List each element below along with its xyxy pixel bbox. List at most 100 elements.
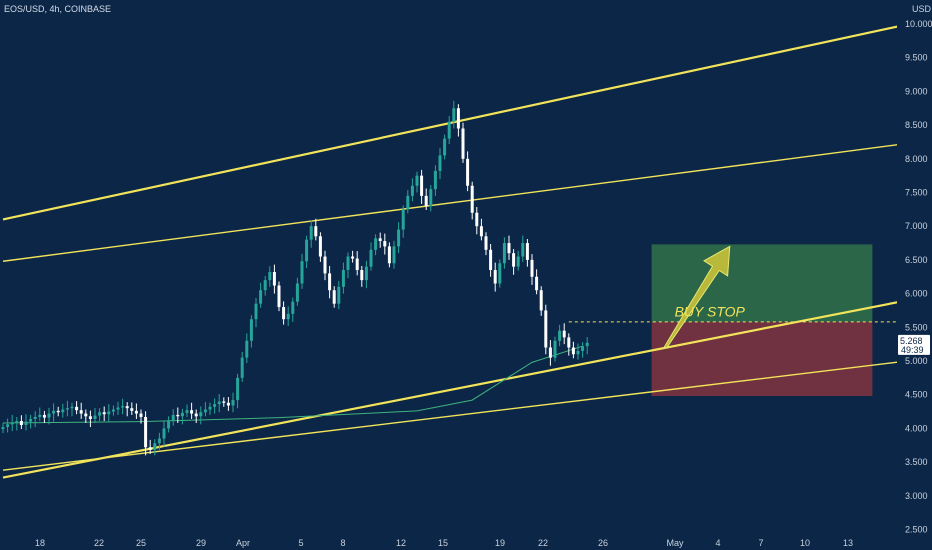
candle-body	[148, 447, 152, 450]
candles-layer	[1, 100, 589, 456]
candle-body	[493, 270, 497, 284]
candle-body	[208, 406, 212, 410]
candle-body	[6, 424, 10, 428]
candle-body	[217, 401, 221, 405]
candle-body	[470, 185, 474, 213]
candle-body	[337, 286, 341, 304]
x-tick-label: Apr	[236, 538, 250, 548]
candle-body	[125, 406, 129, 409]
candle-body	[245, 340, 249, 358]
candle-body	[70, 406, 74, 409]
candle-body	[231, 400, 235, 406]
x-tick-label: 13	[843, 538, 853, 548]
candle-body	[194, 413, 198, 417]
candle-body	[328, 273, 332, 291]
candle-body	[1, 427, 5, 430]
y-tick-label: 7.500	[905, 188, 928, 198]
y-tick-label: 6.000	[905, 289, 928, 299]
candle-body	[282, 307, 286, 320]
candle-body	[15, 420, 19, 423]
candle-body	[107, 411, 111, 415]
candle-body	[203, 409, 207, 413]
y-tick-label: 3.500	[905, 457, 928, 467]
candle-body	[75, 406, 79, 411]
y-tick-label: 4.500	[905, 390, 928, 400]
candle-body	[295, 283, 299, 302]
candle-body	[249, 319, 253, 341]
x-tick-label: 19	[495, 538, 505, 548]
candle-body	[553, 340, 557, 358]
candle-body	[190, 410, 194, 414]
trendline	[2, 294, 932, 479]
candle-body	[341, 270, 345, 287]
y-tick-label: 4.000	[905, 423, 928, 433]
candle-body	[10, 422, 14, 425]
candle-body	[466, 158, 470, 186]
y-tick-label: 2.500	[905, 525, 928, 535]
candle-body	[61, 409, 65, 413]
candle-body	[567, 337, 571, 348]
x-tick-label: 12	[396, 538, 406, 548]
candle-body	[277, 285, 281, 308]
candle-body	[236, 377, 240, 401]
y-tick-label: 5.000	[905, 356, 928, 366]
arrow-up-icon	[663, 245, 731, 349]
candle-body	[314, 226, 318, 237]
candle-body	[79, 410, 83, 414]
candle-body	[42, 414, 46, 418]
candle-body	[286, 313, 290, 320]
candle-body	[410, 185, 414, 196]
candle-body	[24, 421, 28, 426]
candle-body	[420, 175, 424, 196]
y-tick-label: 9.000	[905, 86, 928, 96]
y-tick-label: 5.500	[905, 322, 928, 332]
candle-body	[355, 258, 359, 271]
candle-body	[401, 209, 405, 230]
candle-body	[585, 342, 589, 347]
y-tick-label: 3.000	[905, 491, 928, 501]
candle-body	[415, 175, 419, 186]
candle-body	[134, 410, 138, 414]
candle-body	[199, 412, 203, 417]
candle-body	[162, 428, 166, 439]
candle-body	[392, 246, 396, 264]
candle-body	[521, 243, 525, 257]
candle-body	[374, 238, 378, 250]
candle-body	[507, 243, 511, 254]
candle-body	[47, 413, 51, 418]
trendline	[2, 139, 932, 262]
candle-body	[530, 259, 534, 277]
candle-body	[475, 212, 479, 227]
chart-title: EOS/USD, 4h, COINBASE	[4, 4, 111, 14]
candle-body	[84, 413, 88, 417]
candle-body	[130, 408, 134, 411]
candle-body	[176, 414, 180, 417]
candle-body	[185, 410, 189, 413]
price-axis-panel	[897, 0, 932, 550]
candle-body	[222, 401, 226, 403]
trendline	[2, 17, 932, 221]
candle-body	[539, 290, 543, 311]
candle-body	[447, 121, 451, 139]
candle-body	[433, 170, 437, 190]
candle-body	[332, 290, 336, 304]
candle-body	[29, 418, 33, 422]
candle-body	[102, 412, 106, 415]
candle-body	[383, 241, 387, 247]
candle-body	[429, 189, 433, 206]
candle-body	[516, 256, 520, 267]
candle-body	[167, 420, 171, 429]
x-tick-label: 4	[715, 538, 720, 548]
x-tick-label: 10	[800, 538, 810, 548]
candle-body	[291, 301, 295, 314]
candle-body	[254, 303, 258, 320]
x-tick-label: 8	[340, 538, 345, 548]
candle-body	[33, 416, 37, 419]
candle-body	[548, 347, 552, 358]
candle-body	[263, 280, 267, 291]
candle-body	[259, 290, 263, 304]
y-tick-label: 8.500	[905, 120, 928, 130]
x-tick-label: May	[666, 538, 684, 548]
y-tick-label: 10.000	[905, 19, 932, 29]
